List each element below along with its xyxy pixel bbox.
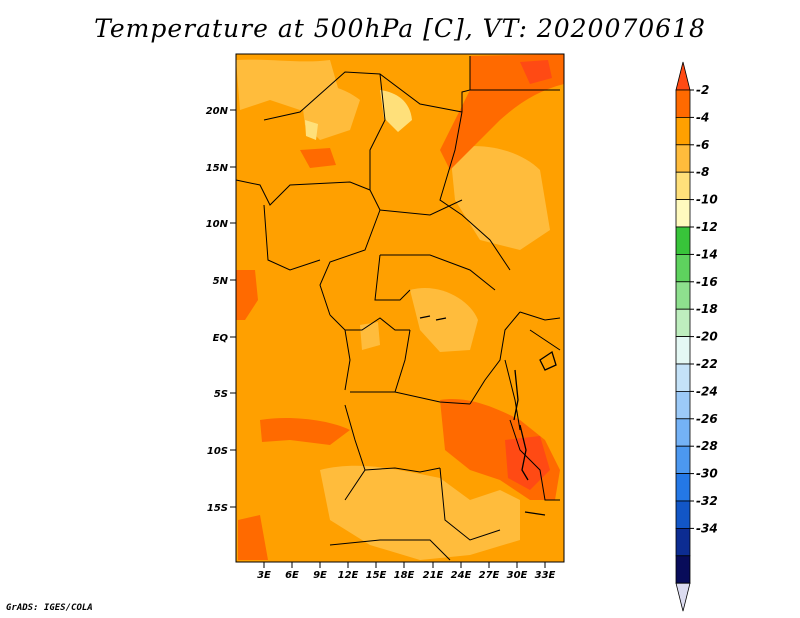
colorbar-label: -12 xyxy=(696,220,718,234)
colorbar-label: -30 xyxy=(696,467,718,481)
lon-axis: 3E 6E 9E 12E 15E 18E 21E 24E 27E 30E 33E xyxy=(257,562,556,581)
colorbar-box xyxy=(675,199,691,228)
colorbar-label: -8 xyxy=(696,165,709,179)
credit-text: GrADS: IGES/COLA xyxy=(6,603,93,613)
colorbar-box xyxy=(675,473,691,502)
lon-label: 9E xyxy=(313,570,327,581)
colorbar-label: -22 xyxy=(696,357,718,371)
warm-hot-spot xyxy=(520,60,552,84)
colorbar-label: -26 xyxy=(696,412,718,426)
lat-label: 5S xyxy=(214,389,228,400)
colorbar-box xyxy=(675,418,691,447)
lat-label: 10S xyxy=(207,446,228,457)
lat-label: 15N xyxy=(206,163,229,174)
colorbar-label: -32 xyxy=(696,494,718,508)
colorbar-box xyxy=(675,171,691,200)
colorbar-box xyxy=(675,500,691,529)
lon-label: 27E xyxy=(479,570,500,581)
map-panel xyxy=(235,53,565,563)
lakes xyxy=(419,315,557,516)
colorbar-box xyxy=(675,89,691,118)
lat-label: 5N xyxy=(213,276,229,287)
colorbar-label: -4 xyxy=(696,110,709,124)
colorbar-label: -6 xyxy=(696,138,709,152)
lat-label: EQ xyxy=(213,333,229,344)
colorbar-box xyxy=(675,144,691,173)
colorbar-label: -24 xyxy=(696,384,718,398)
warm-angola-coast xyxy=(260,418,350,445)
lat-label: 10N xyxy=(206,219,229,230)
shade-gabon xyxy=(360,322,380,350)
lat-label: 20N xyxy=(206,106,229,117)
colorbar-box xyxy=(675,445,691,475)
warm-nigeria xyxy=(300,148,336,168)
colorbar-label: -18 xyxy=(696,302,718,316)
colorbar-box xyxy=(675,281,691,310)
colorbar-bottom-arrow xyxy=(675,582,691,612)
colorbar: -2 -4 -6 -8 -10 -12 -14 -16 -18 -20 -22 -24 -26 -28 -3… xyxy=(675,61,718,612)
colorbar-box xyxy=(675,555,691,584)
colorbar-label: -28 xyxy=(696,439,718,453)
shade-north-pale xyxy=(380,90,412,132)
colorbar-box xyxy=(675,363,691,392)
colorbar-label: -20 xyxy=(696,330,718,344)
lat-axis: 20N 15N 10N 5N EQ 5S 10S 15S xyxy=(206,106,236,514)
warm-west xyxy=(236,270,258,320)
shade-south xyxy=(320,465,520,560)
lon-label: 24E xyxy=(451,570,472,581)
warm-hot-spot-2 xyxy=(505,436,550,490)
colorbar-label: -34 xyxy=(696,521,718,535)
colorbar-box xyxy=(675,226,691,255)
colorbar-label: -2 xyxy=(696,83,709,97)
lon-label: 18E xyxy=(394,570,415,581)
colorbar-label: -14 xyxy=(696,247,718,261)
lon-label: 21E xyxy=(423,570,444,581)
colorbar-label: -10 xyxy=(696,193,718,207)
lon-label: 15E xyxy=(366,570,387,581)
lon-label: 12E xyxy=(338,570,359,581)
map-frame xyxy=(235,53,565,563)
shade-north-pale-2 xyxy=(305,120,318,140)
warm-south-west xyxy=(238,515,268,560)
lon-label: 3E xyxy=(257,570,271,581)
colorbar-box xyxy=(675,253,691,283)
colorbar-box xyxy=(675,528,691,557)
colorbar-top-arrow xyxy=(675,61,691,91)
colorbar-box xyxy=(675,308,691,338)
lon-label: 30E xyxy=(507,570,528,581)
colorbar-label: -16 xyxy=(696,275,718,289)
country-borders xyxy=(235,56,561,561)
colorbar-box xyxy=(675,390,691,420)
colorbar-box xyxy=(675,336,691,365)
colorbar-box xyxy=(675,117,691,146)
lat-label: 15S xyxy=(207,503,228,514)
shade-congo xyxy=(410,288,478,352)
chart-title: Temperature at 500hPa [C], VT: 202007061… xyxy=(94,14,706,43)
lon-label: 6E xyxy=(285,570,299,581)
shade-east xyxy=(450,146,550,250)
lon-label: 33E xyxy=(535,570,556,581)
